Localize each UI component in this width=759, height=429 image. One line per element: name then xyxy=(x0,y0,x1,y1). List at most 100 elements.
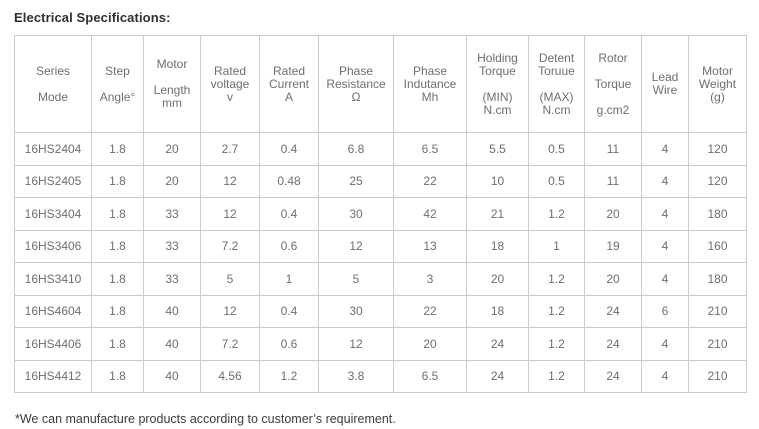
header-row: Series Mode Step Angle° Motor Length mm Rated vo… xyxy=(14,35,747,133)
cell-detent-torque: 1.2 xyxy=(528,359,585,393)
cell-step-angle: 1.8 xyxy=(91,197,144,231)
cell-step-angle: 1.8 xyxy=(91,359,144,393)
cell-lead-wire: 4 xyxy=(641,262,689,296)
table-row: 16HS4412 1.8 40 4.56 1.2 3.8 6.5 24 1.2 24 4 210 xyxy=(14,359,747,393)
cell-detent-torque: 1.2 xyxy=(528,294,585,328)
cell-phase-resistance: 3.8 xyxy=(318,359,394,393)
column-header-rated-current: Rated Current A xyxy=(259,35,319,133)
cell-phase-resistance: 30 xyxy=(318,294,394,328)
column-header-step-angle: Step Angle° xyxy=(91,35,144,133)
cell-holding-torque: 10 xyxy=(466,164,529,198)
cell-motor-weight: 180 xyxy=(688,262,747,296)
cell-rotor-torque: 24 xyxy=(584,327,642,361)
cell-series-mode: 16HS2404 xyxy=(14,132,92,166)
table-row: 16HS3404 1.8 33 12 0.4 30 42 21 1.2 20 4 180 xyxy=(14,197,747,231)
cell-rated-current: 1.2 xyxy=(259,359,319,393)
column-header-rated-voltage: Rated voltage v xyxy=(200,35,260,133)
table-row: 16HS2405 1.8 20 12 0.48 25 22 10 0.5 11 4 120 xyxy=(14,164,747,198)
table-body: 16HS2404 1.8 20 2.7 0.4 6.8 6.5 5.5 0.5 11 4 120 16H… xyxy=(14,132,747,393)
table-row: 16HS4604 1.8 40 12 0.4 30 22 18 1.2 24 6 210 xyxy=(14,294,747,328)
cell-detent-torque: 0.5 xyxy=(528,132,585,166)
cell-phase-inductance: 3 xyxy=(393,262,467,296)
cell-motor-length: 40 xyxy=(143,359,201,393)
cell-detent-torque: 1 xyxy=(528,229,585,263)
cell-motor-length: 20 xyxy=(143,132,201,166)
cell-rotor-torque: 20 xyxy=(584,262,642,296)
cell-phase-inductance: 6.5 xyxy=(393,359,467,393)
cell-rated-voltage: 4.56 xyxy=(200,359,260,393)
cell-rated-voltage: 7.2 xyxy=(200,327,260,361)
cell-phase-resistance: 12 xyxy=(318,229,394,263)
cell-phase-inductance: 6.5 xyxy=(393,132,467,166)
cell-rotor-torque: 20 xyxy=(584,197,642,231)
cell-lead-wire: 4 xyxy=(641,197,689,231)
footnote: *We can manufacture products according t… xyxy=(15,412,396,426)
cell-detent-torque: 0.5 xyxy=(528,164,585,198)
cell-phase-inductance: 22 xyxy=(393,294,467,328)
cell-phase-resistance: 5 xyxy=(318,262,394,296)
cell-rotor-torque: 11 xyxy=(584,132,642,166)
cell-lead-wire: 4 xyxy=(641,132,689,166)
cell-holding-torque: 20 xyxy=(466,262,529,296)
cell-phase-resistance: 6.8 xyxy=(318,132,394,166)
column-header-motor-weight: Motor Weight (g) xyxy=(688,35,747,133)
cell-detent-torque: 1.2 xyxy=(528,197,585,231)
cell-rated-current: 1 xyxy=(259,262,319,296)
cell-phase-inductance: 20 xyxy=(393,327,467,361)
table-row: 16HS3406 1.8 33 7.2 0.6 12 13 18 1 19 4 160 xyxy=(14,229,747,263)
cell-step-angle: 1.8 xyxy=(91,229,144,263)
column-header-lead-wire: Lead Wire xyxy=(641,35,689,133)
cell-rated-current: 0.4 xyxy=(259,197,319,231)
cell-motor-length: 33 xyxy=(143,197,201,231)
column-header-detent-torque: Detent Toruue (MAX) N.cm xyxy=(528,35,585,133)
cell-lead-wire: 4 xyxy=(641,359,689,393)
cell-rotor-torque: 24 xyxy=(584,294,642,328)
cell-motor-weight: 180 xyxy=(688,197,747,231)
cell-detent-torque: 1.2 xyxy=(528,262,585,296)
cell-step-angle: 1.8 xyxy=(91,327,144,361)
cell-motor-weight: 120 xyxy=(688,164,747,198)
cell-rated-current: 0.6 xyxy=(259,229,319,263)
cell-series-mode: 16HS3410 xyxy=(14,262,92,296)
cell-phase-inductance: 42 xyxy=(393,197,467,231)
cell-motor-length: 40 xyxy=(143,294,201,328)
cell-detent-torque: 1.2 xyxy=(528,327,585,361)
column-header-holding-torque: Holding Torque (MIN) N.cm xyxy=(466,35,529,133)
cell-holding-torque: 5.5 xyxy=(466,132,529,166)
cell-step-angle: 1.8 xyxy=(91,132,144,166)
cell-motor-weight: 120 xyxy=(688,132,747,166)
cell-rated-voltage: 12 xyxy=(200,164,260,198)
column-header-series-mode: Series Mode xyxy=(14,35,92,133)
cell-rotor-torque: 19 xyxy=(584,229,642,263)
cell-motor-length: 33 xyxy=(143,229,201,263)
cell-motor-length: 40 xyxy=(143,327,201,361)
specs-table: Series Mode Step Angle° Motor Length mm Rated vo… xyxy=(14,35,747,393)
cell-rated-voltage: 12 xyxy=(200,197,260,231)
cell-motor-weight: 210 xyxy=(688,359,747,393)
column-header-phase-resistance: Phase Resistance Ω xyxy=(318,35,394,133)
cell-step-angle: 1.8 xyxy=(91,294,144,328)
cell-step-angle: 1.8 xyxy=(91,164,144,198)
cell-rated-current: 0.4 xyxy=(259,132,319,166)
table-row: 16HS3410 1.8 33 5 1 5 3 20 1.2 20 4 180 xyxy=(14,262,747,296)
cell-rated-voltage: 7.2 xyxy=(200,229,260,263)
table-row: 16HS2404 1.8 20 2.7 0.4 6.8 6.5 5.5 0.5 11 4 120 xyxy=(14,132,747,166)
cell-phase-inductance: 13 xyxy=(393,229,467,263)
cell-holding-torque: 18 xyxy=(466,294,529,328)
cell-series-mode: 16HS4604 xyxy=(14,294,92,328)
cell-rated-voltage: 2.7 xyxy=(200,132,260,166)
cell-phase-inductance: 22 xyxy=(393,164,467,198)
column-header-motor-length: Motor Length mm xyxy=(143,35,201,133)
cell-series-mode: 16HS3406 xyxy=(14,229,92,263)
cell-holding-torque: 24 xyxy=(466,327,529,361)
cell-holding-torque: 21 xyxy=(466,197,529,231)
cell-holding-torque: 24 xyxy=(466,359,529,393)
cell-lead-wire: 6 xyxy=(641,294,689,328)
cell-step-angle: 1.8 xyxy=(91,262,144,296)
cell-rated-current: 0.6 xyxy=(259,327,319,361)
table-head: Series Mode Step Angle° Motor Length mm Rated vo… xyxy=(14,35,747,133)
cell-rated-voltage: 5 xyxy=(200,262,260,296)
cell-phase-resistance: 30 xyxy=(318,197,394,231)
cell-motor-weight: 210 xyxy=(688,327,747,361)
